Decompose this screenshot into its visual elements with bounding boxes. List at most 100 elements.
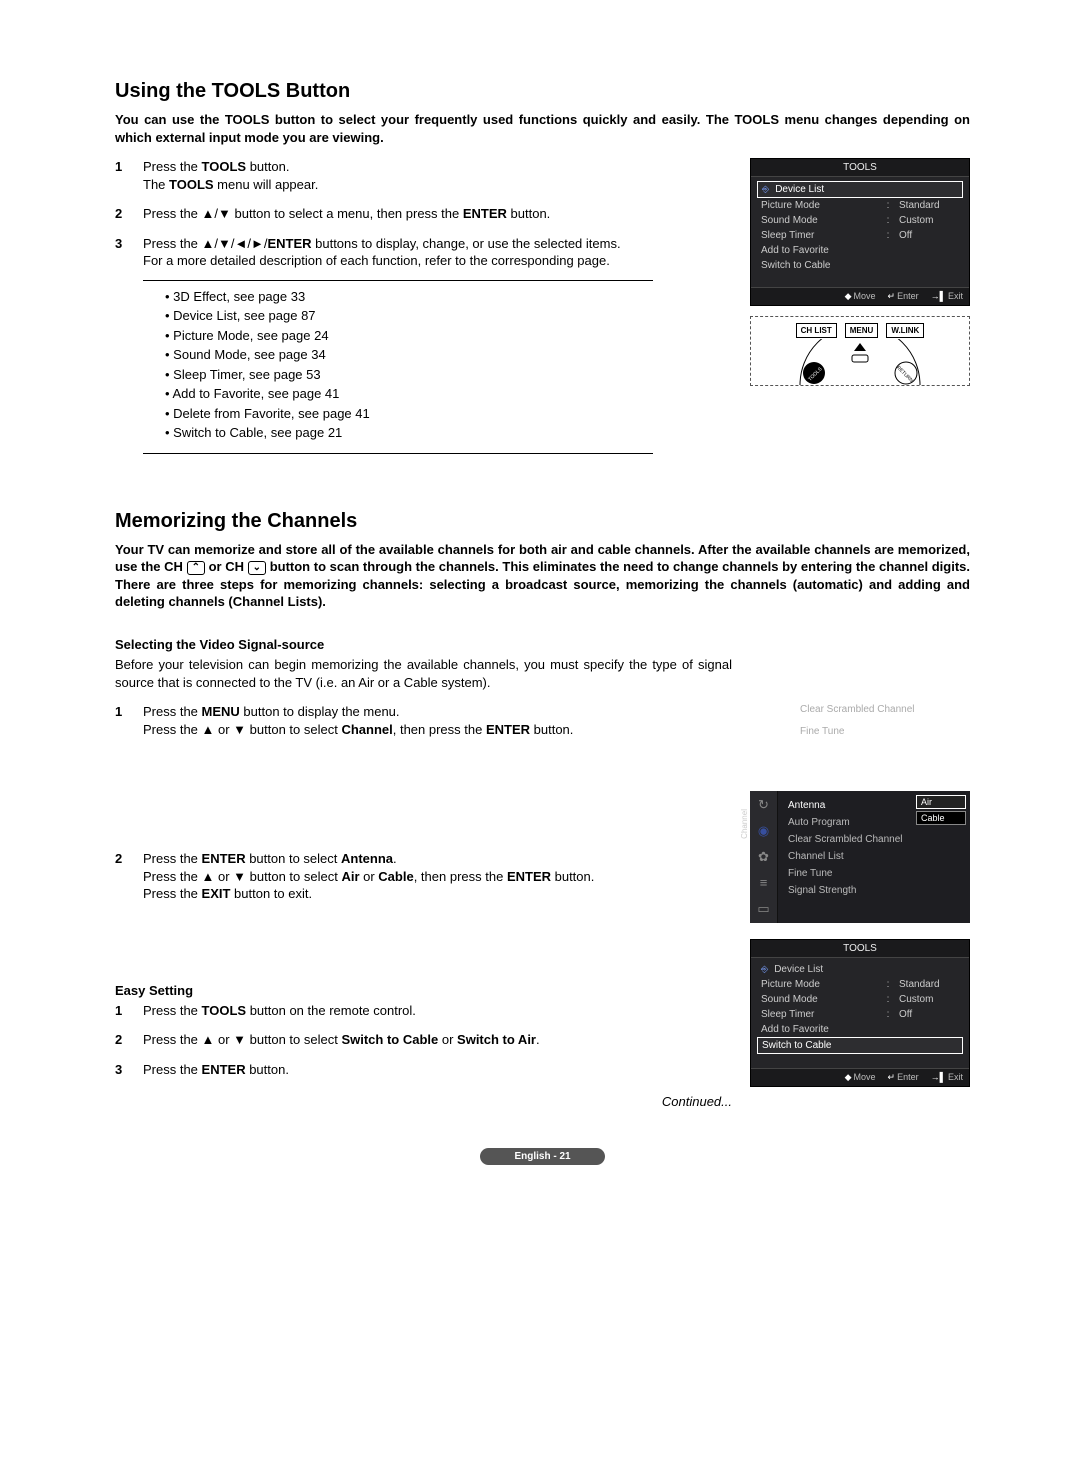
osd-title: TOOLS — [751, 940, 969, 958]
step-bold: ENTER — [486, 722, 530, 737]
osd-value: Off — [899, 1009, 959, 1020]
step-text: Press the — [143, 159, 202, 174]
left-column: Press the TOOLS button. The TOOLS menu w… — [115, 158, 732, 472]
osd-value: Custom — [899, 994, 959, 1005]
step-text: Press the ▲ or ▼ button to select — [143, 1032, 341, 1047]
osd-row[interactable]: Add to Favorite — [757, 1022, 963, 1037]
osd-row[interactable]: Sleep Timer:Off — [757, 1007, 963, 1022]
step-bold: Antenna — [341, 851, 393, 866]
osd-row[interactable]: Clear Scrambled Channel — [784, 831, 964, 848]
right-column: Clear Scrambled Channel Fine Tune Channe… — [750, 623, 970, 1109]
remote-chlist-button[interactable]: CH LIST — [796, 323, 837, 338]
osd-row[interactable]: Signal Strength — [784, 882, 964, 899]
step-text: button. — [246, 159, 289, 174]
channel-osd: Channel ↻ ◉ ✿ ≡ ▭ Air Cable Antenna Auto… — [750, 791, 970, 923]
osd-row[interactable]: Add to Favorite — [757, 243, 963, 258]
foot-label: Enter — [897, 291, 919, 301]
left-column: Selecting the Video Signal-source Before… — [115, 623, 732, 1109]
section-title: Using the TOOLS Button — [115, 80, 970, 103]
osd-sep: : — [883, 230, 893, 241]
antenna-options: Air Cable — [916, 795, 966, 827]
step-text: button. — [507, 206, 550, 221]
osd-row-selected[interactable]: Switch to Cable — [757, 1037, 963, 1054]
paragraph: Before your television can begin memoriz… — [115, 656, 732, 691]
step-text: button on the remote control. — [246, 1003, 416, 1018]
step-text: , then press the — [414, 869, 507, 884]
right-column: TOOLS ⎆ Device List Picture Mode:Standar… — [750, 158, 970, 472]
osd-label: Fine Tune — [788, 868, 960, 879]
osd-foot-exit: →▌Exit — [931, 291, 963, 302]
steps-list: Press the MENU button to display the men… — [115, 703, 732, 738]
pill-air[interactable]: Air — [916, 795, 966, 809]
step-text: Press the — [143, 1062, 202, 1077]
osd-label: Sound Mode — [761, 994, 877, 1005]
step-bold: ENTER — [267, 236, 311, 251]
mini-item: Clear Scrambled Channel — [800, 699, 970, 721]
osd-row[interactable]: Switch to Cable — [757, 258, 963, 273]
sublist-item: Add to Favorite, see page 41 — [165, 384, 732, 404]
step-text: or — [360, 869, 379, 884]
osd-main: Air Cable Antenna Auto Program Clear Scr… — [778, 791, 970, 923]
step-bold: TOOLS — [169, 177, 214, 192]
osd-body: ⎆Device List Picture Mode:Standard Sound… — [751, 958, 969, 1068]
foot-label: Move — [854, 291, 876, 301]
step-text: . — [536, 1032, 540, 1047]
tools-osd: TOOLS ⎆ Device List Picture Mode:Standar… — [750, 158, 970, 306]
osd-row[interactable]: Picture Mode:Standard — [757, 977, 963, 992]
input-icon: ▭ — [756, 901, 772, 917]
remote-wlink-button[interactable]: W.LINK — [886, 323, 924, 338]
remote-diagram: CH LIST MENU W.LINK TOOLS RETURN — [750, 316, 970, 386]
osd-sep: : — [883, 215, 893, 226]
step-bold: TOOLS — [202, 159, 247, 174]
step-text: The — [143, 177, 169, 192]
osd-value: Standard — [899, 200, 959, 211]
exit-icon: →▌ — [931, 1072, 946, 1082]
step-bold: ENTER — [463, 206, 507, 221]
osd-row-selected[interactable]: ⎆ Device List — [757, 181, 963, 198]
osd-label: Device List — [774, 964, 959, 975]
step-bold: Air — [341, 869, 359, 884]
step-text: Press the ▲/▼ button to select a menu, t… — [143, 206, 463, 221]
sublist-item: Delete from Favorite, see page 41 — [165, 404, 732, 424]
osd-value: Off — [899, 230, 959, 241]
subheading: Selecting the Video Signal-source — [115, 637, 732, 652]
step-text: buttons to display, change, or use the s… — [312, 236, 621, 251]
steps-list: Press the TOOLS button on the remote con… — [115, 1002, 732, 1079]
remote-menu-button[interactable]: MENU — [845, 323, 879, 338]
step-bold: ENTER — [507, 869, 551, 884]
osd-label: Sleep Timer — [761, 1009, 877, 1020]
osd-row[interactable]: Sound Mode:Custom — [757, 992, 963, 1007]
osd-label: Picture Mode — [761, 979, 877, 990]
ch-up-icon: ⌃ — [187, 561, 205, 575]
osd-label: Switch to Cable — [761, 260, 959, 271]
osd-row[interactable]: Fine Tune — [784, 865, 964, 882]
osd-row[interactable]: Channel List — [784, 848, 964, 865]
pill-cable[interactable]: Cable — [916, 811, 966, 825]
osd-body: ⎆ Device List Picture Mode:Standard Soun… — [751, 177, 969, 287]
step: Press the ▲ or ▼ button to select Switch… — [115, 1031, 732, 1049]
step-bold: ENTER — [202, 851, 246, 866]
osd-row[interactable]: Picture Mode:Standard — [757, 198, 963, 213]
osd-sep: : — [883, 200, 893, 211]
osd-label: Add to Favorite — [761, 245, 959, 256]
step-text: button to display the menu. — [240, 704, 400, 719]
osd-row[interactable]: ⎆Device List — [757, 962, 963, 977]
step-text: Press the — [143, 1003, 202, 1018]
step-bold: Cable — [378, 869, 413, 884]
step-bold: EXIT — [202, 886, 231, 901]
osd-label: Channel List — [788, 851, 960, 862]
section-row: Press the TOOLS button. The TOOLS menu w… — [115, 158, 970, 472]
osd-row[interactable]: Sound Mode:Custom — [757, 213, 963, 228]
ch-down-icon: ⌄ — [248, 561, 266, 575]
channel-sidebar-label: Channel — [740, 809, 749, 839]
osd-label: Sleep Timer — [761, 230, 877, 241]
step-text: Press the — [143, 851, 202, 866]
step-text: button to select — [246, 851, 341, 866]
osd-label: Switch to Cable — [762, 1040, 958, 1051]
osd-row[interactable]: Sleep Timer: Off — [757, 228, 963, 243]
remote-dpad-icon: TOOLS RETURN — [790, 339, 930, 385]
enter-icon: ↵ — [888, 1072, 896, 1082]
section-row: Selecting the Video Signal-source Before… — [115, 623, 970, 1109]
updown-icon: ◆ — [845, 291, 852, 301]
osd-sep: : — [883, 979, 893, 990]
